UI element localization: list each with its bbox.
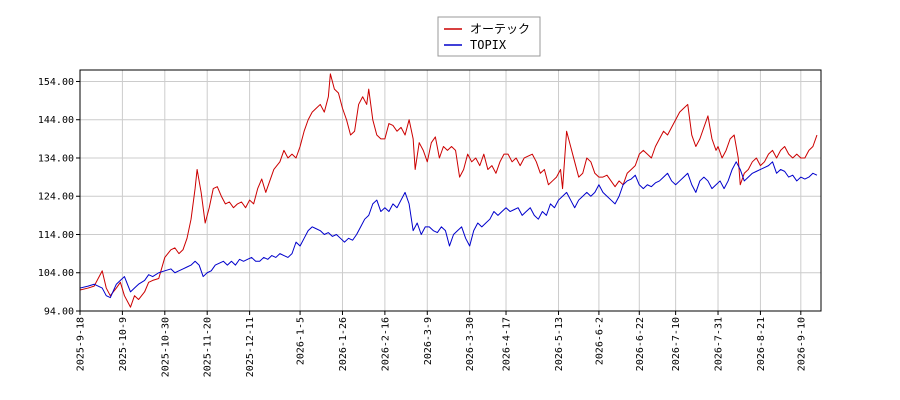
legend: オーテック TOPIX [437, 16, 541, 57]
series-layer [79, 73, 818, 308]
y-tick-label: 134.00 [38, 153, 74, 164]
x-tick-label: 2026-7-10 [671, 317, 682, 371]
legend-box [437, 16, 541, 57]
x-tick-label: 2026-1-5 [296, 317, 307, 365]
y-tick-label: 104.00 [38, 268, 74, 279]
x-tick-label: 2026-8-21 [756, 317, 767, 371]
x-tick-label: 2026-6-22 [635, 317, 646, 371]
y-tick-label: 114.00 [38, 230, 74, 241]
x-tick-label: 2026-3-9 [423, 317, 434, 365]
y-tick-label: 94.00 [44, 307, 74, 318]
y-tick-label: 144.00 [38, 115, 74, 126]
x-tick-label: 2026-9-10 [796, 317, 807, 371]
x-tick-label: 2025-9-18 [76, 317, 87, 371]
x-tick-label: 2025-10-9 [118, 317, 129, 371]
x-tick-label: 2026-1-26 [338, 317, 349, 371]
series-line-1 [79, 161, 818, 299]
y-tick-label: 124.00 [38, 192, 74, 203]
series-line-0 [79, 73, 818, 308]
x-tick-label: 2026-7-31 [714, 317, 725, 371]
x-tick-label: 2025-12-11 [245, 317, 256, 377]
y-tick-label: 154.00 [38, 77, 74, 88]
legend-label-series-0: オーテック [470, 22, 530, 36]
x-tick-label: 2026-2-16 [380, 317, 391, 371]
x-tick-label: 2025-10-30 [160, 317, 171, 377]
x-tick-label: 2025-11-20 [203, 317, 214, 377]
legend-label-series-1: TOPIX [470, 38, 507, 52]
x-tick-label: 2026-3-30 [465, 317, 476, 371]
x-tick-label: 2026-4-17 [502, 317, 513, 371]
grid [80, 70, 821, 311]
x-axis: 2025-9-18 2025-10-9 2025-10-30 2025-11-20 20… [76, 311, 807, 377]
plot-background [80, 70, 821, 311]
y-axis: 94.00 104.00 114.00 124.00 134.00 144.00 154.0… [38, 77, 80, 318]
plot-frame [79, 69, 822, 312]
x-tick-label: 2026-6-2 [594, 317, 605, 365]
x-tick-label: 2026-5-13 [554, 317, 565, 371]
